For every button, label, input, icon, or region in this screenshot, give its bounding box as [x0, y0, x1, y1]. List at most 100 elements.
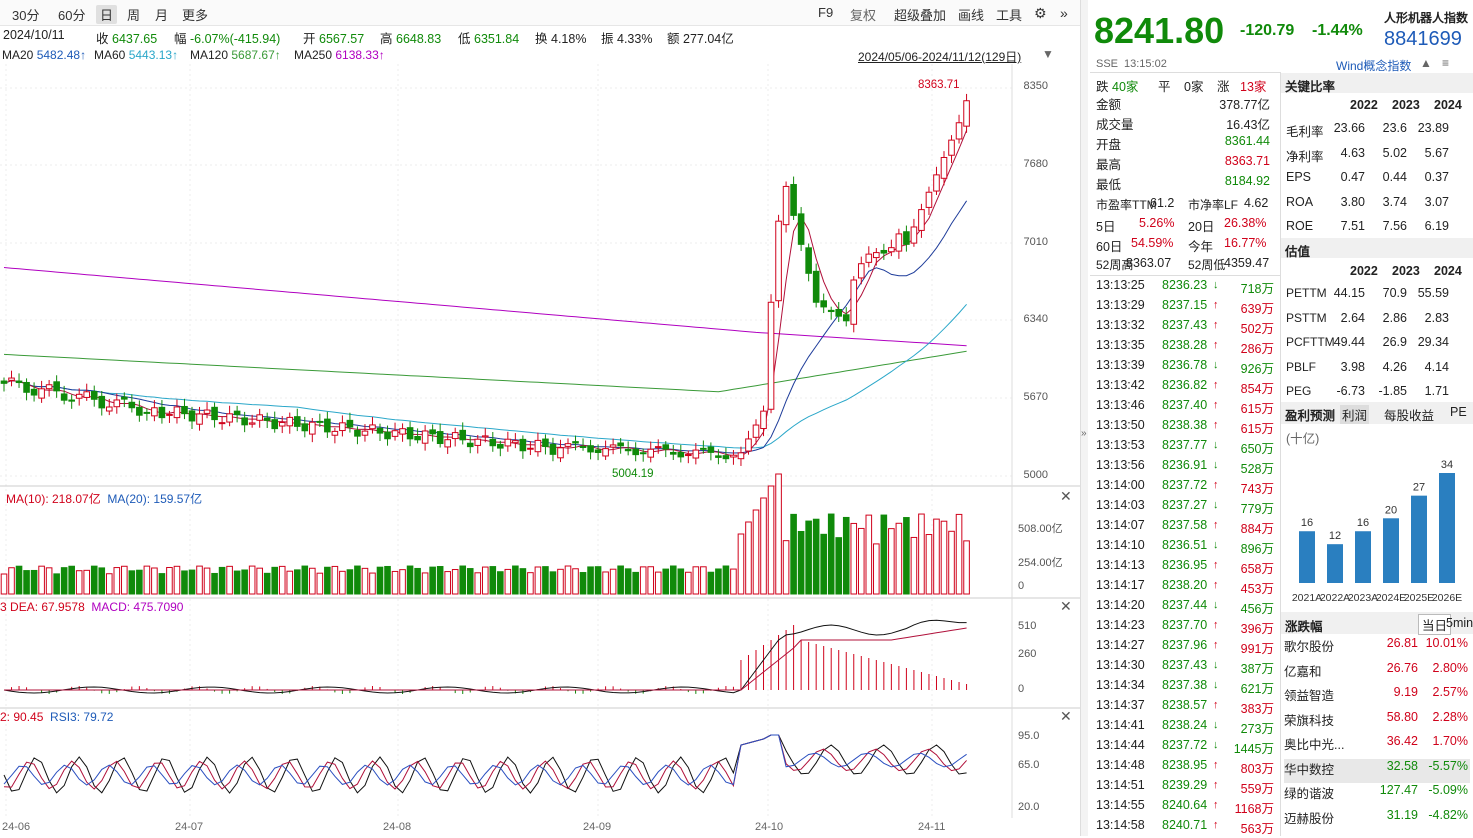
tick-time: 13:13:29: [1096, 298, 1145, 312]
bar-high: 6648.83: [396, 32, 442, 46]
period-month-button[interactable]: 月: [155, 8, 169, 23]
stat-value: 8363.71: [1224, 154, 1270, 168]
period-week-button[interactable]: 周: [127, 8, 141, 23]
kline-chart[interactable]: [0, 0, 1080, 836]
expand-icon[interactable]: »: [1081, 428, 1087, 439]
macd-value: MACD: 475.7090: [91, 600, 184, 614]
mover-row[interactable]: 歌尔股份 26.81 10.01%: [1284, 636, 1470, 660]
mover-row[interactable]: 华中数控 32.58 -5.57%: [1284, 758, 1470, 783]
bar-amount: 277.04亿: [683, 32, 734, 46]
arrow-up-icon: ↑: [1213, 779, 1219, 791]
ratio-row: 净利率 4.63 5.02 5.67: [1286, 146, 1469, 170]
arrow-down-icon: ↓: [1213, 679, 1219, 691]
tick-time: 13:14:13: [1096, 558, 1145, 572]
ratio-row: ROE 7.51 7.56 6.19: [1286, 219, 1469, 243]
tick-row: 13:13:42 8236.82 ↑ 854万: [1096, 378, 1276, 398]
tick-price: 8237.38: [1162, 678, 1208, 692]
panel-splitter[interactable]: [1080, 0, 1088, 836]
period-30min-button[interactable]: 30分: [12, 8, 40, 23]
tick-price: 8237.96: [1162, 638, 1208, 652]
mover-row[interactable]: 亿嘉和 26.76 2.80%: [1284, 661, 1470, 685]
mover-row[interactable]: 奥比中光... 36.42 1.70%: [1284, 734, 1470, 758]
mover-name: 奥比中光...: [1284, 738, 1345, 752]
mover-change: 2.57%: [1432, 685, 1468, 699]
rsi3-value: RSI3: 79.72: [50, 710, 114, 724]
adjust-button[interactable]: 复权: [850, 8, 877, 23]
tick-time: 13:13:46: [1096, 398, 1145, 412]
macd-close-icon[interactable]: ✕: [1060, 598, 1072, 614]
tick-row: 13:13:32 8237.43 ↑ 502万: [1096, 318, 1276, 338]
rsi-line: [3, 734, 967, 786]
period-60min-button[interactable]: 60分: [58, 8, 86, 23]
tick-time: 13:14:23: [1096, 618, 1145, 632]
tick-volume: 453万: [1240, 582, 1274, 596]
vol-close-icon[interactable]: ✕: [1060, 488, 1072, 504]
tick-volume: 926万: [1240, 362, 1274, 376]
rsi-close-icon[interactable]: ✕: [1060, 708, 1072, 724]
tick-time: 13:14:37: [1096, 698, 1145, 712]
mover-row[interactable]: 领益智造 9.19 2.57%: [1284, 685, 1470, 709]
tick-time: 13:14:51: [1096, 778, 1145, 792]
tick-price: 8236.91: [1162, 458, 1208, 472]
tick-row: 13:13:50 8238.38 ↑ 615万: [1096, 418, 1276, 438]
settings-icon[interactable]: ⚙: [1034, 5, 1047, 21]
period-day-button[interactable]: 日: [96, 5, 118, 24]
mover-name: 亿嘉和: [1284, 664, 1322, 679]
movers-today-tab[interactable]: 当日: [1418, 614, 1452, 635]
ma60-value: 5443.13↑: [128, 48, 179, 62]
forecast-bar: [1327, 544, 1343, 583]
mover-price: 32.58: [1386, 758, 1418, 773]
rsi-line: [3, 734, 967, 790]
period-more-button[interactable]: 更多: [182, 8, 209, 23]
collapse-icon[interactable]: »: [1060, 5, 1068, 21]
concept-link[interactable]: Wind概念指数: [1336, 59, 1412, 73]
macd-dif-line: [3, 619, 967, 694]
arrow-up-icon: ↑: [1213, 339, 1219, 351]
profit-tab[interactable]: 利润: [1340, 405, 1370, 424]
tick-volume: 650万: [1240, 442, 1274, 456]
draw-line-button[interactable]: 画线: [958, 8, 985, 23]
date-range[interactable]: 2024/05/06-2024/11/12(129日): [858, 50, 1022, 64]
tick-volume: 615万: [1240, 402, 1274, 416]
forecast-unit: (十亿): [1286, 432, 1320, 446]
valuation-row: PETTM 44.15 70.9 55.59: [1286, 286, 1469, 310]
chart-toolbar: 30分 60分 日 周 月 更多 F9 复权 超级叠加 画线 工具 ⚙ »: [0, 0, 1080, 26]
tick-price: 8237.44: [1162, 598, 1208, 612]
tick-volume: 273万: [1240, 722, 1274, 736]
valuation-value: 26.9: [1382, 335, 1407, 349]
forecast-bar-label: 27: [1413, 482, 1425, 494]
tick-volume: 779万: [1240, 502, 1274, 516]
tick-volume: 396万: [1240, 622, 1274, 636]
range-dropdown-icon[interactable]: ▼: [1042, 47, 1054, 61]
pin-icon[interactable]: ▲: [1420, 56, 1432, 70]
f9-button[interactable]: F9: [818, 5, 834, 20]
tick-time: 13:13:56: [1096, 458, 1145, 472]
tick-row: 13:14:27 8237.96 ↑ 991万: [1096, 638, 1276, 658]
forecast-bar: [1383, 518, 1399, 583]
pb-lf: 4.62: [1244, 196, 1269, 210]
tick-time: 13:14:17: [1096, 578, 1145, 592]
mover-row[interactable]: 迈赫股份 31.19 -4.82%: [1284, 808, 1470, 832]
ma20-value: 5482.48↑: [36, 48, 87, 62]
tools-button[interactable]: 工具: [996, 8, 1023, 23]
ratio-value: 0.47: [1340, 170, 1365, 184]
mover-row[interactable]: 绿的谐波 127.47 -5.09%: [1284, 783, 1470, 807]
tick-volume: 559万: [1240, 782, 1274, 796]
tick-time: 13:13:39: [1096, 358, 1145, 372]
tick-row: 13:14:48 8238.95 ↑ 803万: [1096, 758, 1276, 778]
tick-row: 13:14:13 8236.95 ↑ 658万: [1096, 558, 1276, 578]
forecast-tab[interactable]: 盈利预测: [1285, 409, 1336, 423]
mover-row[interactable]: 荣旗科技 58.80 2.28%: [1284, 710, 1470, 734]
tick-price: 8238.57: [1162, 698, 1208, 712]
overlay-button[interactable]: 超级叠加: [894, 8, 947, 23]
eps-tab[interactable]: 每股收益: [1384, 409, 1435, 423]
tick-price: 8236.95: [1162, 558, 1208, 572]
ma250-value: 6138.33↑: [335, 48, 385, 62]
mover-price: 127.47: [1379, 783, 1418, 797]
tick-price: 8237.43: [1162, 318, 1208, 332]
menu-icon[interactable]: ≡: [1442, 56, 1450, 70]
breadth-down: 40家: [1112, 80, 1139, 94]
movers-5min-tab[interactable]: 5min: [1446, 616, 1473, 630]
pe-tab[interactable]: PE: [1450, 405, 1467, 419]
valuation-label: PEG: [1286, 384, 1312, 398]
